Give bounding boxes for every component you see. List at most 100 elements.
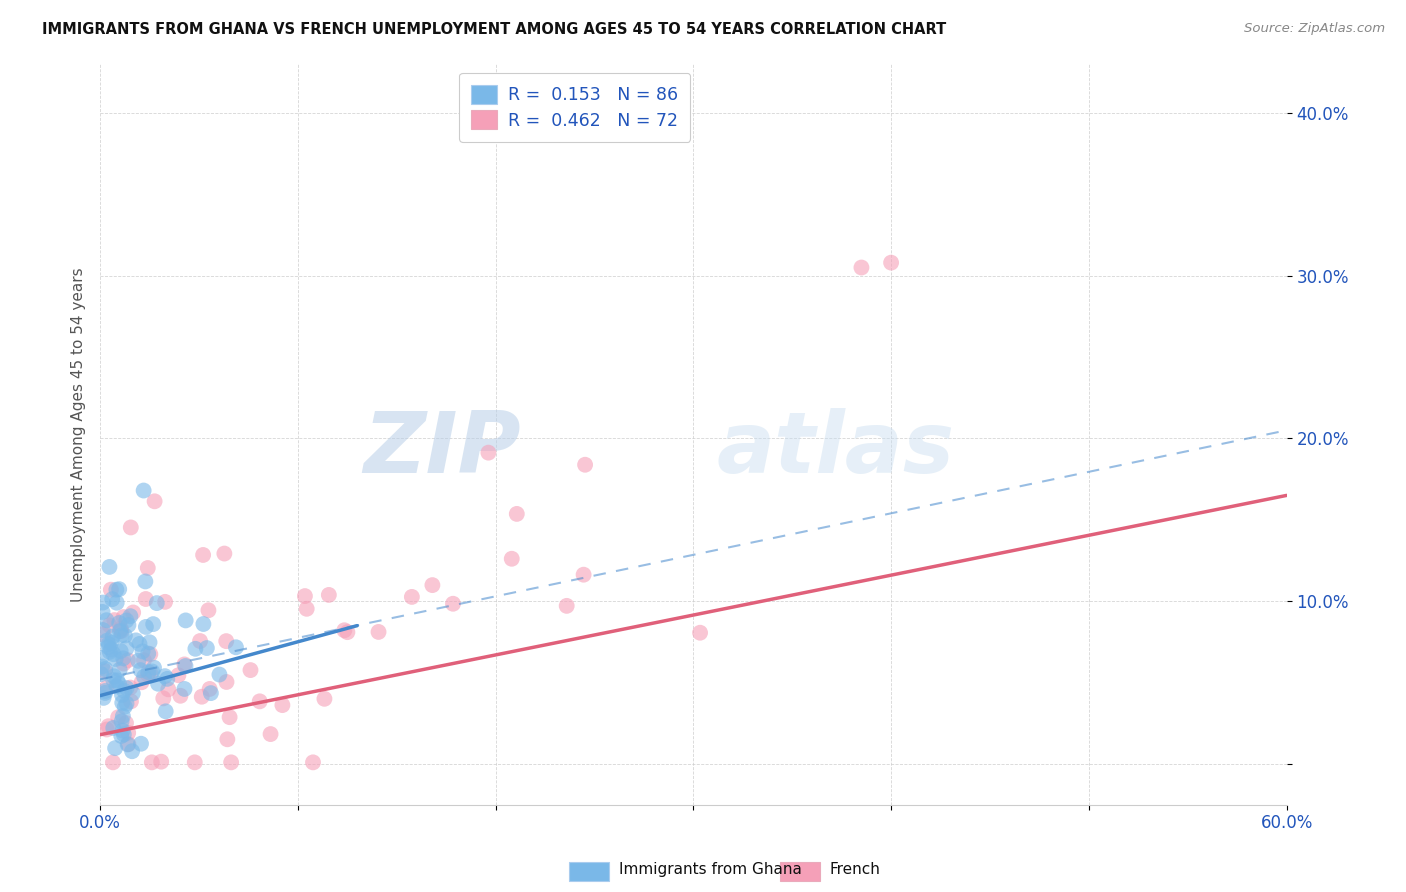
- Point: [115, 614, 138, 628]
- Point: [112, 651, 135, 665]
- Point: [129, 663, 152, 677]
- Point: [110, 622, 132, 636]
- Point: [110, 714, 132, 729]
- Point: [108, 677, 131, 691]
- Point: [104, 652, 127, 666]
- Point: [135, 620, 157, 634]
- Point: [214, 547, 236, 561]
- Point: [146, 677, 169, 691]
- Point: [100, 642, 122, 657]
- Point: [108, 624, 131, 638]
- Point: [215, 675, 238, 690]
- Point: [689, 625, 711, 640]
- Point: [152, 691, 174, 706]
- Point: [112, 610, 135, 624]
- Text: French: French: [830, 863, 880, 877]
- Point: [117, 726, 139, 740]
- Point: [94, 684, 117, 698]
- Point: [120, 520, 142, 534]
- Point: [91, 659, 114, 673]
- Point: [139, 647, 162, 661]
- Point: [136, 647, 159, 661]
- Point: [120, 609, 142, 624]
- Point: [108, 582, 131, 597]
- Point: [114, 699, 136, 714]
- Point: [96, 681, 118, 695]
- Point: [131, 675, 153, 690]
- Point: [138, 635, 160, 649]
- Point: [117, 737, 139, 751]
- Point: [101, 592, 124, 607]
- Point: [115, 716, 138, 731]
- Point: [150, 755, 173, 769]
- Point: [105, 596, 128, 610]
- Point: [98, 645, 121, 659]
- Point: [105, 673, 128, 688]
- Point: [121, 686, 143, 700]
- Point: [90, 667, 112, 681]
- Point: [111, 723, 134, 738]
- Point: [94, 662, 117, 676]
- Point: [96, 633, 118, 648]
- Point: [153, 669, 176, 683]
- Point: [132, 653, 155, 667]
- Point: [127, 654, 149, 668]
- Point: [295, 602, 318, 616]
- Point: [94, 686, 117, 700]
- Point: [239, 663, 262, 677]
- Point: [121, 744, 143, 758]
- Point: [188, 634, 211, 648]
- Point: [191, 548, 214, 562]
- Point: [367, 624, 389, 639]
- Point: [111, 709, 134, 723]
- Point: [104, 741, 127, 756]
- Point: [336, 625, 359, 640]
- Point: [174, 659, 197, 673]
- Point: [90, 651, 112, 665]
- Point: [401, 590, 423, 604]
- Point: [136, 667, 159, 681]
- Point: [112, 684, 135, 698]
- Point: [294, 589, 316, 603]
- Point: [572, 567, 595, 582]
- Point: [97, 640, 120, 654]
- Point: [302, 756, 325, 770]
- Point: [107, 710, 129, 724]
- Point: [195, 641, 218, 656]
- Point: [142, 617, 165, 632]
- Point: [198, 681, 221, 696]
- Point: [129, 737, 152, 751]
- Point: [271, 698, 294, 712]
- Point: [134, 670, 156, 684]
- Point: [141, 665, 163, 679]
- Point: [131, 644, 153, 658]
- Point: [105, 679, 128, 693]
- Point: [98, 618, 121, 632]
- Point: [136, 561, 159, 575]
- Point: [219, 756, 242, 770]
- Point: [259, 727, 281, 741]
- Point: [110, 628, 132, 642]
- Point: [225, 640, 247, 655]
- Point: [501, 551, 523, 566]
- Point: [94, 664, 117, 678]
- Y-axis label: Unemployment Among Ages 45 to 54 years: Unemployment Among Ages 45 to 54 years: [72, 267, 86, 602]
- Point: [174, 614, 197, 628]
- Point: [112, 727, 135, 741]
- Point: [120, 694, 142, 708]
- Point: [105, 582, 128, 597]
- Point: [111, 688, 134, 702]
- Point: [97, 719, 120, 733]
- Point: [108, 615, 131, 630]
- Point: [91, 595, 114, 609]
- Point: [135, 592, 157, 607]
- Text: atlas: atlas: [717, 408, 955, 491]
- Point: [110, 644, 132, 658]
- Point: [169, 689, 191, 703]
- Point: [333, 624, 356, 638]
- Point: [122, 606, 145, 620]
- Point: [318, 588, 340, 602]
- Point: [103, 647, 125, 661]
- Point: [128, 637, 150, 651]
- Point: [101, 756, 124, 770]
